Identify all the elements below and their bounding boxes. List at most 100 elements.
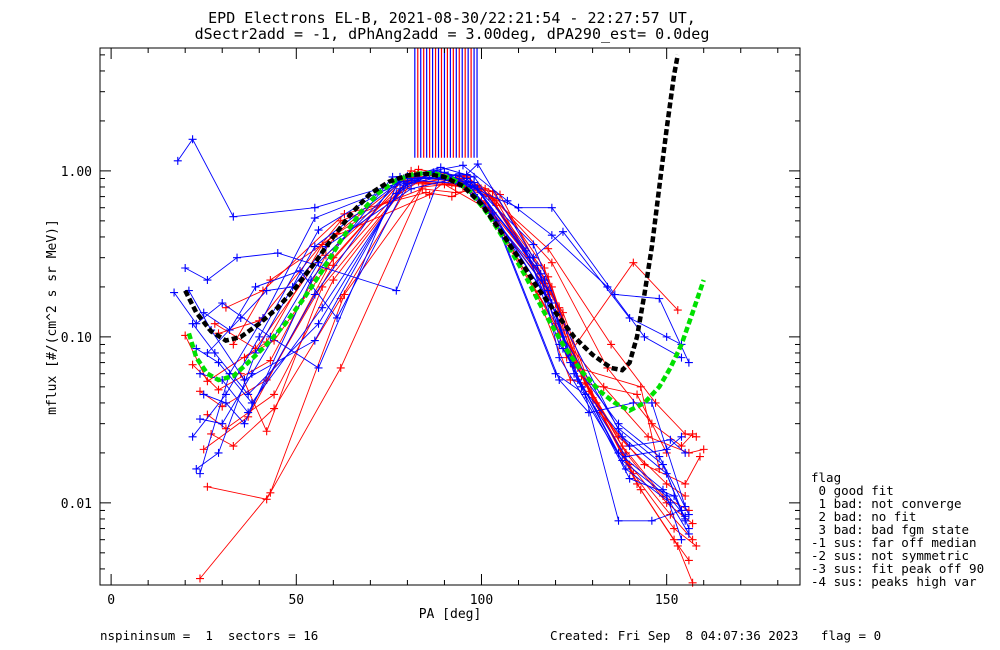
data-point xyxy=(684,529,693,538)
data-point xyxy=(192,464,201,473)
data-point xyxy=(684,358,693,367)
data-point xyxy=(210,348,219,357)
data-point xyxy=(221,398,230,407)
series-line xyxy=(192,175,682,458)
x-tick-label: 0 xyxy=(107,593,115,608)
data-point xyxy=(214,358,223,367)
data-point xyxy=(540,276,549,285)
data-point xyxy=(236,313,245,322)
data-point xyxy=(688,519,697,528)
data-point xyxy=(447,192,456,201)
data-point xyxy=(614,516,623,525)
data-point xyxy=(503,196,512,205)
data-point xyxy=(544,244,553,253)
data-point xyxy=(196,574,204,583)
data-point xyxy=(644,432,653,441)
data-layer xyxy=(170,48,708,587)
data-point xyxy=(214,448,223,457)
data-point xyxy=(670,524,679,533)
data-point xyxy=(296,266,304,275)
data-point xyxy=(640,332,649,341)
data-point xyxy=(577,382,586,391)
data-point xyxy=(333,313,342,322)
legend-item: -1 sus: far off median xyxy=(811,535,977,550)
data-point xyxy=(173,156,182,165)
data-point xyxy=(547,282,556,291)
data-point xyxy=(266,488,275,497)
data-point xyxy=(199,445,208,454)
data-point xyxy=(684,556,693,565)
data-point xyxy=(677,535,686,544)
data-point xyxy=(688,578,697,587)
data-point xyxy=(677,442,686,451)
legend-item: -3 sus: fit peak off 90 xyxy=(811,561,984,576)
data-point xyxy=(170,288,179,297)
data-point xyxy=(340,290,349,299)
data-point xyxy=(584,408,593,417)
data-point xyxy=(262,495,271,504)
data-point xyxy=(547,231,556,240)
chart-subtitle: dSectr2add = -1, dPhAng2add = 3.00deg, d… xyxy=(195,25,710,43)
series-line xyxy=(184,179,686,497)
data-point xyxy=(221,424,230,433)
data-point xyxy=(547,258,556,267)
data-point xyxy=(688,535,697,544)
data-point xyxy=(310,242,319,251)
data-point xyxy=(677,353,686,362)
data-point xyxy=(310,290,319,299)
data-point xyxy=(318,303,327,312)
y-tick-label: 0.10 xyxy=(61,331,92,346)
plot-frame xyxy=(99,47,801,586)
data-point xyxy=(655,464,664,473)
data-point xyxy=(636,485,645,494)
legend-item: -4 sus: peaks high var xyxy=(811,574,977,589)
data-point xyxy=(470,178,479,187)
data-point xyxy=(403,179,412,188)
x-tick-label: 150 xyxy=(655,593,678,608)
data-point xyxy=(425,190,434,199)
data-point xyxy=(662,332,671,341)
data-point xyxy=(662,469,671,478)
data-point xyxy=(555,375,564,384)
data-point xyxy=(655,452,664,461)
data-point xyxy=(310,203,319,212)
data-point xyxy=(266,356,275,365)
series-line xyxy=(199,176,693,524)
data-point xyxy=(218,298,227,307)
data-point xyxy=(225,369,234,378)
data-point xyxy=(314,363,323,372)
x-tick-label: 50 xyxy=(288,593,304,608)
x-tick-label: 100 xyxy=(470,593,493,608)
legend-item: 2 bad: no fit xyxy=(811,509,916,524)
legend-item: 1 bad: not converge xyxy=(811,496,962,511)
data-point xyxy=(181,263,190,272)
data-point xyxy=(692,432,701,441)
data-point xyxy=(670,491,679,500)
data-point xyxy=(421,188,430,197)
data-point xyxy=(640,460,649,469)
data-point xyxy=(662,479,671,488)
data-point xyxy=(192,319,201,328)
data-point xyxy=(244,390,253,399)
series-line xyxy=(196,178,686,520)
data-point xyxy=(455,169,464,178)
data-point xyxy=(196,469,204,478)
data-point xyxy=(262,286,271,295)
legend-item: 3 bad: bad fgm state xyxy=(811,522,969,537)
data-point xyxy=(251,282,260,291)
data-point xyxy=(681,448,690,457)
series-line xyxy=(203,171,682,540)
y-axis-label: mflux [#/(cm^2 s sr MeV)] xyxy=(45,219,60,415)
data-point xyxy=(214,385,223,394)
data-point xyxy=(229,442,238,451)
data-point xyxy=(666,435,675,444)
data-point xyxy=(647,398,656,407)
data-point xyxy=(696,452,704,461)
data-point xyxy=(529,240,538,249)
data-point xyxy=(188,135,197,144)
data-point xyxy=(621,452,630,461)
data-point xyxy=(699,445,708,454)
data-point xyxy=(336,363,345,372)
legend-item: -2 sus: not symmetric xyxy=(811,548,969,563)
